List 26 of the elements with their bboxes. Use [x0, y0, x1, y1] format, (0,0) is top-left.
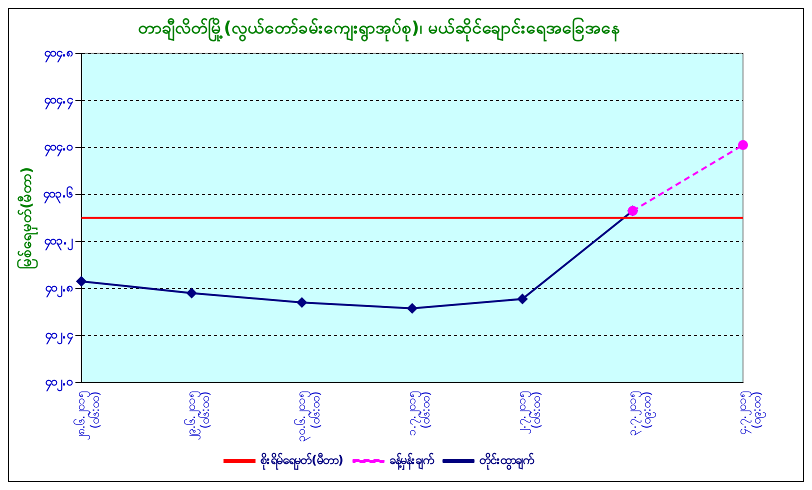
point	[186, 288, 197, 298]
y-tick-label: ၄၀၂.၀	[44, 374, 74, 392]
x-tick-label: ၂၈.၆.၂၀၁၅ (၀၆:၀၀)	[72, 391, 102, 440]
chart-title: တာချီလိတ်မြို့(လွယ်တော်ခမ်းကျေးရွာအုပ်စု)၊ မယ်ဆိုင်ချောင်းရေအခြေအနေ	[138, 16, 620, 43]
x-tick-label: ၃၀.၆.၂၀၁၅ (၀၆:၀၀)	[293, 391, 322, 442]
y-tick-label: ၄၀၄.၈	[42, 46, 74, 64]
x-tick-label: ၂၉.၆.၂၀၁၅ (၀၆:၀၀)	[182, 391, 212, 440]
x-tick-label: ၂.၇.၂၀၁၅ (၀၆:၀၀)	[514, 391, 543, 434]
x-tick-label: ၄.၇.၂၀၁၅ (၀၉:၀၀)	[735, 391, 767, 436]
y-tick-label: ၄၀၂.၄	[44, 328, 72, 346]
x-tick-label: ၁.၇.၂၀၁၅ (၀၆:၀၀)	[404, 391, 433, 436]
y-tick-label: ၄၀၃.၂	[42, 234, 74, 252]
legend-label: ခန့်မှန်းချက်	[389, 451, 434, 472]
x-tick-label: ၃.၇.၂၀၁၅ (၀၉:၀၀)	[624, 391, 656, 436]
y-tick-label: ၄၀၄.၀	[42, 140, 74, 158]
point	[517, 294, 528, 304]
point	[76, 276, 86, 286]
y-axis-title: မြစ်ရေမှတ်(မီတာ)	[17, 166, 38, 269]
y-tick-label: ၄၀၂.၈	[44, 280, 74, 299]
point	[738, 140, 748, 150]
point	[407, 303, 418, 314]
legend-label: တိုင်းထွာချက်	[478, 451, 534, 472]
point	[296, 297, 307, 308]
legend-label: စိုးရိမ်ရေမှတ်(မီတာ)	[260, 451, 344, 472]
y-tick-label: ၄၀၃.၆	[42, 184, 74, 205]
y-tick-label: ၄၀၄.၄	[42, 92, 72, 111]
